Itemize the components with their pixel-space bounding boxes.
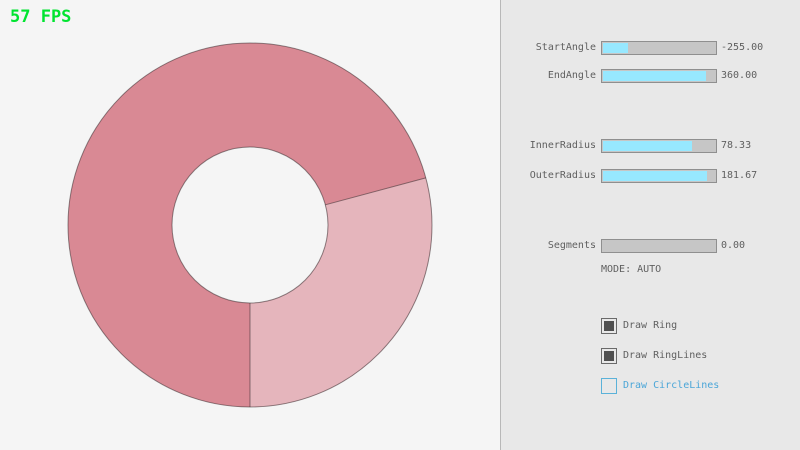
outer-radius-slider[interactable] bbox=[601, 169, 717, 183]
checkmark bbox=[604, 351, 614, 361]
slider-row-outer-radius: OuterRadius 181.67 bbox=[501, 169, 800, 183]
checkbox-row-draw-ring: Draw Ring bbox=[601, 318, 800, 334]
inner-radius-value: 78.33 bbox=[721, 140, 752, 151]
draw-ringlines-checkbox[interactable] bbox=[601, 348, 617, 364]
inner-radius-slider[interactable] bbox=[601, 139, 717, 153]
draw-ring-checkbox[interactable] bbox=[601, 318, 617, 334]
inner-radius-label: InnerRadius bbox=[529, 140, 596, 151]
draw-circlelines-label: Draw CircleLines bbox=[623, 380, 720, 391]
start-angle-value: -255.00 bbox=[721, 42, 764, 53]
slider-row-start-angle: StartAngle -255.00 bbox=[501, 41, 800, 55]
ring-light-region bbox=[250, 177, 432, 407]
segments-value: 0.00 bbox=[721, 240, 746, 251]
fps-counter: 57 FPS bbox=[10, 7, 72, 27]
start-angle-label: StartAngle bbox=[535, 42, 596, 53]
draw-ring-label: Draw Ring bbox=[623, 320, 678, 331]
slider-row-inner-radius: InnerRadius 78.33 bbox=[501, 139, 800, 153]
end-angle-slider[interactable] bbox=[601, 69, 717, 83]
segments-label: Segments bbox=[547, 240, 596, 251]
slider-fill bbox=[603, 71, 706, 81]
ring-canvas bbox=[67, 42, 433, 408]
slider-fill bbox=[603, 171, 707, 181]
start-angle-slider[interactable] bbox=[601, 41, 717, 55]
mode-label: MODE: AUTO bbox=[601, 264, 662, 275]
slider-fill bbox=[603, 141, 693, 151]
end-angle-label: EndAngle bbox=[547, 70, 596, 81]
slider-row-segments: Segments 0.00 bbox=[501, 239, 800, 253]
controls-panel: StartAngle -255.00 EndAngle 360.00 Inner… bbox=[500, 0, 800, 450]
checkmark bbox=[604, 321, 614, 331]
slider-row-end-angle: EndAngle 360.00 bbox=[501, 69, 800, 83]
outer-radius-value: 181.67 bbox=[721, 170, 758, 181]
checkbox-row-draw-ringlines: Draw RingLines bbox=[601, 348, 800, 364]
checkbox-row-draw-circlelines: Draw CircleLines bbox=[601, 378, 800, 394]
draw-ringlines-label: Draw RingLines bbox=[623, 350, 708, 361]
ring-lines bbox=[67, 42, 433, 408]
end-angle-value: 360.00 bbox=[721, 70, 758, 81]
outer-radius-label: OuterRadius bbox=[529, 170, 596, 181]
draw-circlelines-checkbox[interactable] bbox=[601, 378, 617, 394]
canvas-area: 57 FPS bbox=[10, 7, 433, 408]
segments-slider[interactable] bbox=[601, 239, 717, 253]
slider-fill bbox=[603, 43, 628, 53]
checkmark bbox=[604, 381, 614, 391]
